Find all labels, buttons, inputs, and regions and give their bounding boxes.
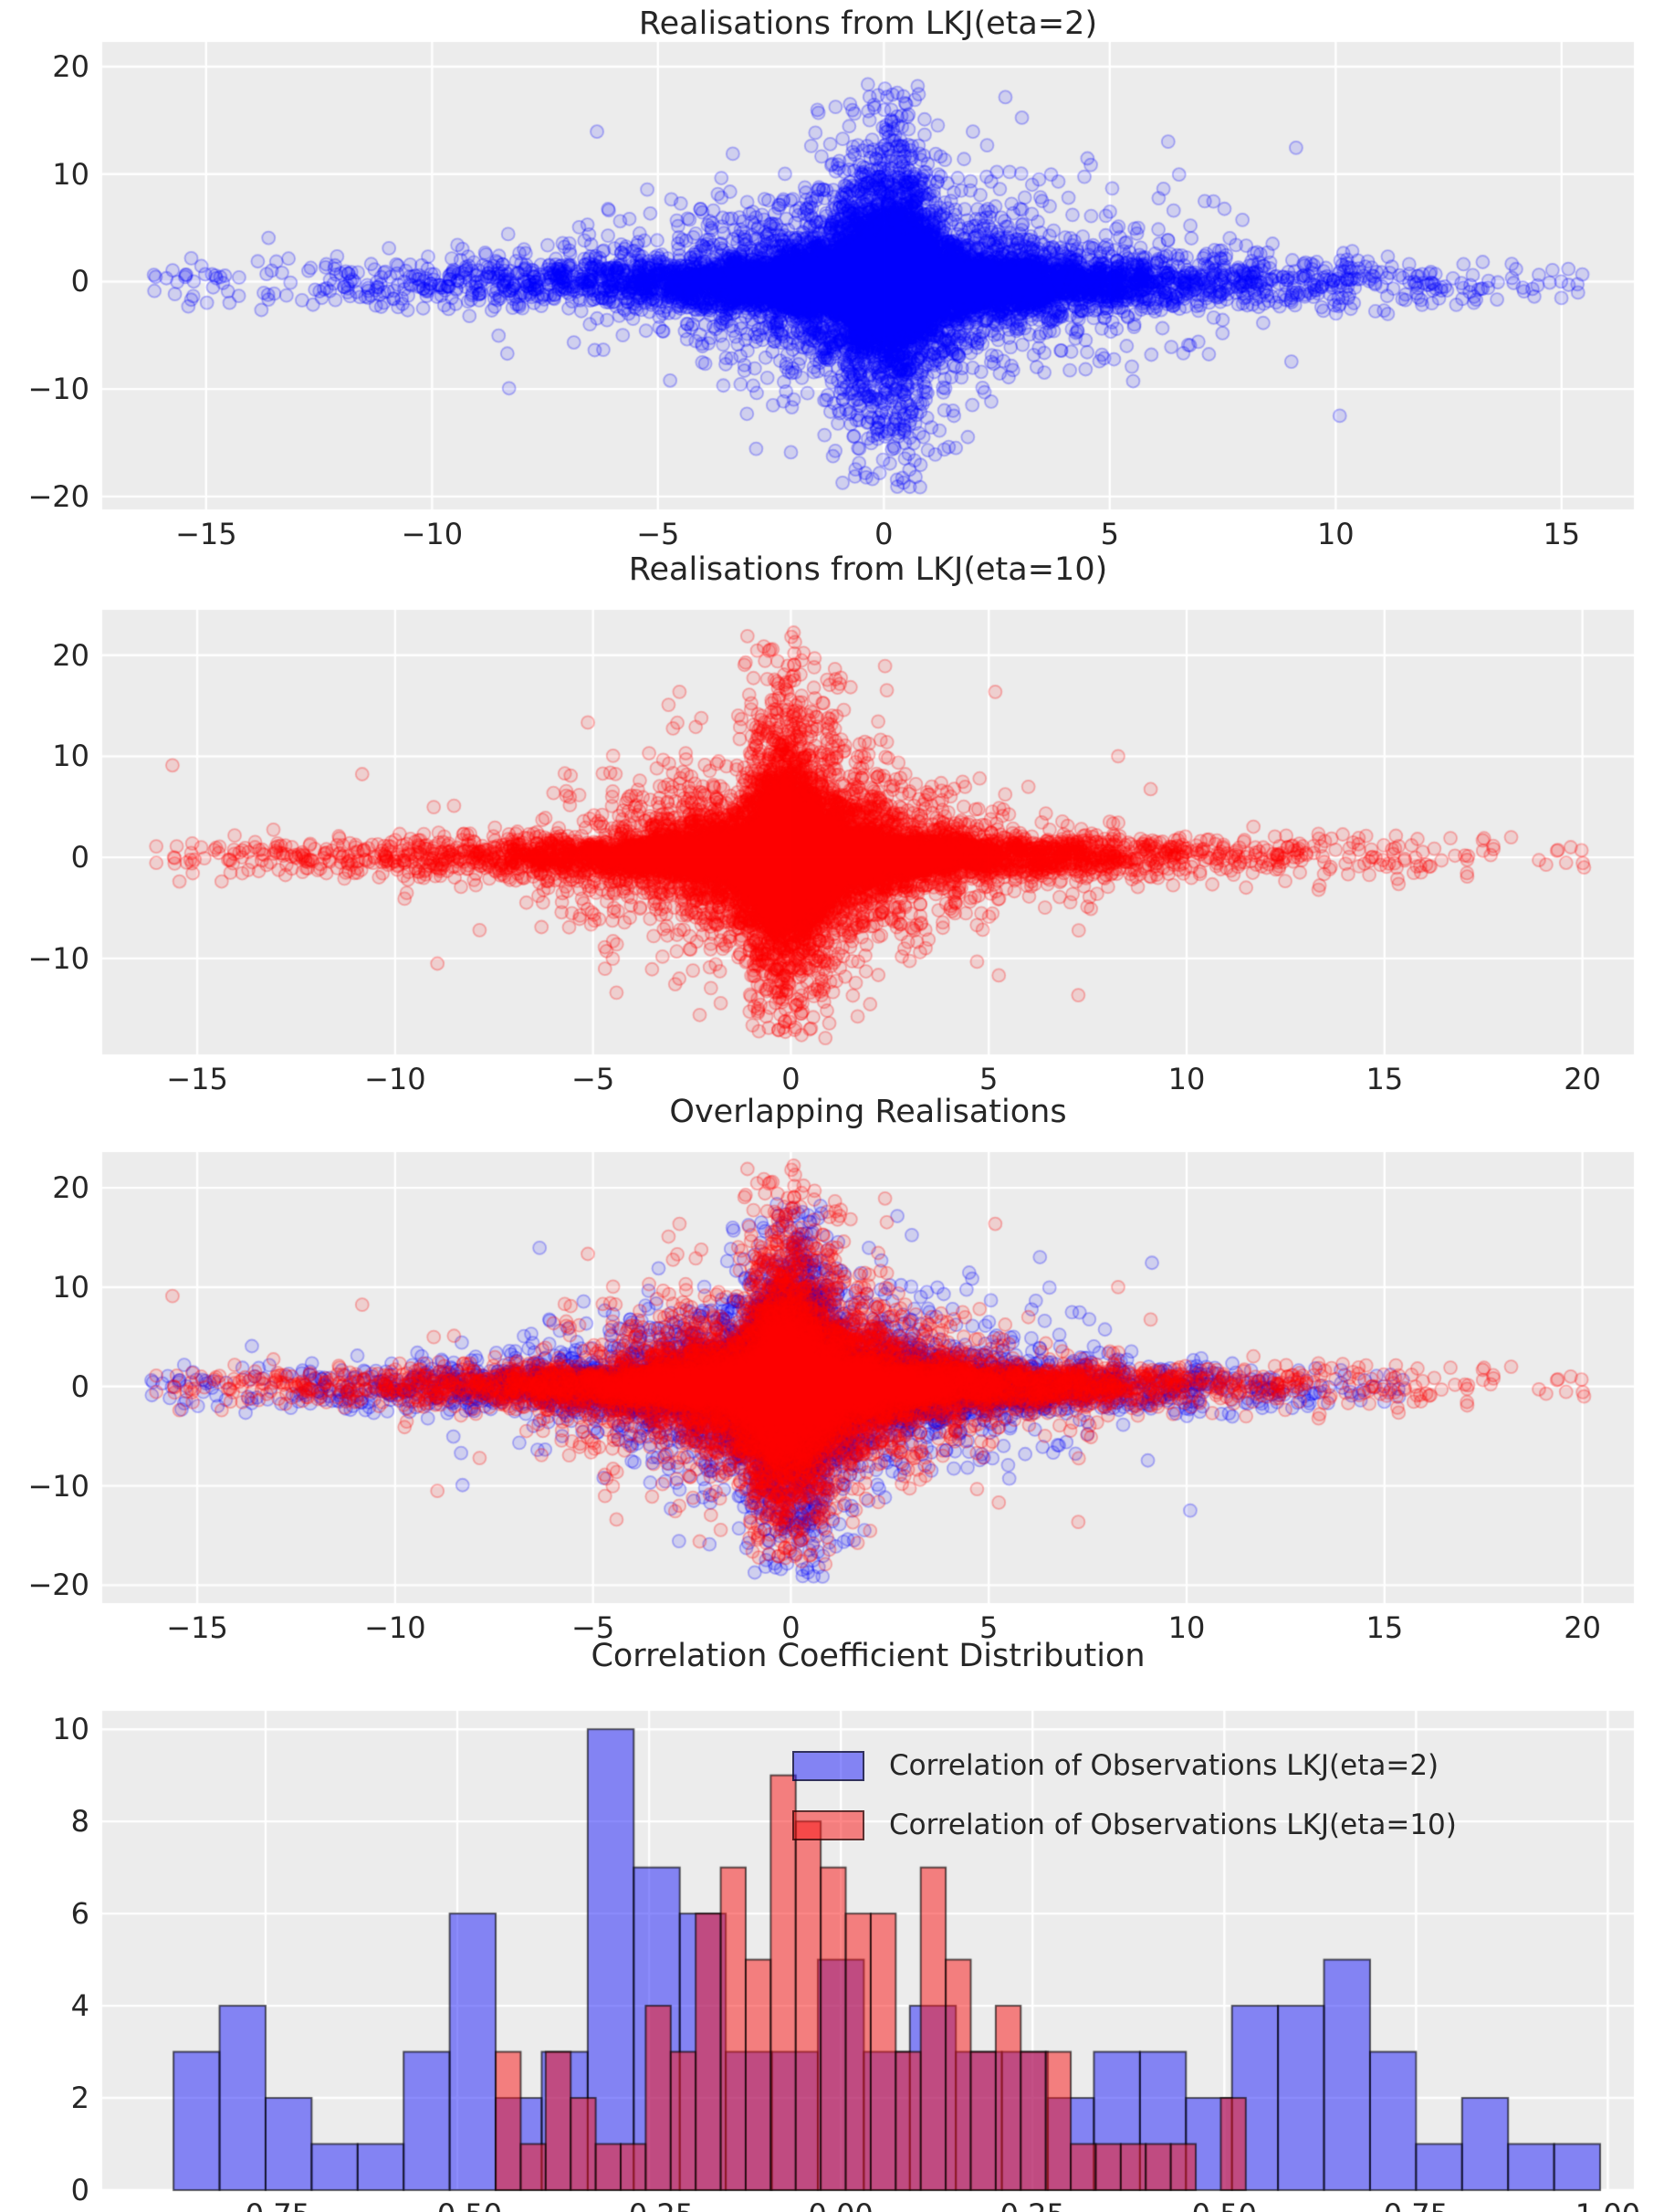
y-tick-label: 2	[70, 2081, 89, 2116]
x-tick-label: 20	[1564, 1062, 1601, 1096]
y-tick-label: 20	[52, 1170, 89, 1206]
y-tick-label: 10	[52, 156, 89, 192]
x-tick-label: 5	[979, 1062, 999, 1096]
x-tick-label: −15	[166, 1610, 228, 1645]
y-tick-label: 20	[52, 49, 89, 85]
y-tick-label: 0	[70, 264, 89, 299]
y-tick-label: 6	[70, 1896, 89, 1932]
y-tick-label: 10	[52, 1269, 89, 1305]
x-tick-label: 1.00	[1534, 2197, 1664, 2212]
x-tick-label: 15	[1366, 1062, 1404, 1096]
x-tick-label: −0.25	[576, 2197, 722, 2212]
x-tick-label: −10	[401, 517, 464, 551]
legend-row-eta10: Correlation of Observations LKJ(eta=10)	[792, 1808, 1457, 1841]
y-tick-label: 10	[52, 1712, 89, 1747]
x-tick-label: 15	[1366, 1610, 1404, 1645]
y-tick-label: 0	[70, 840, 89, 875]
x-tick-label: −5	[571, 1062, 615, 1096]
x-tick-label: 0	[781, 1062, 801, 1096]
y-tick-label: 10	[52, 739, 89, 774]
y-tick-label: −20	[27, 478, 89, 514]
x-tick-label: −0.50	[384, 2197, 530, 2212]
legend-row-eta2: Correlation of Observations LKJ(eta=2)	[792, 1749, 1457, 1782]
x-tick-label: 10	[1316, 517, 1355, 551]
x-tick-label: 0.75	[1343, 2197, 1489, 2212]
y-tick-label: 8	[70, 1804, 89, 1840]
x-tick-label: −15	[166, 1062, 228, 1096]
x-tick-label: −10	[364, 1610, 426, 1645]
x-tick-label: 5	[979, 1610, 999, 1645]
x-tick-label: −5	[636, 517, 680, 551]
histogram-legend: Correlation of Observations LKJ(eta=2) C…	[792, 1749, 1457, 1868]
legend-label-eta2: Correlation of Observations LKJ(eta=2)	[889, 1749, 1439, 1782]
x-tick-label: 15	[1543, 517, 1581, 551]
legend-label-eta10: Correlation of Observations LKJ(eta=10)	[889, 1808, 1457, 1841]
x-tick-label: −0.75	[193, 2197, 339, 2212]
x-tick-label: 5	[1100, 517, 1119, 551]
y-tick-label: 20	[52, 637, 89, 673]
x-tick-label: 10	[1167, 1062, 1206, 1096]
x-tick-label: 0	[874, 517, 894, 551]
legend-swatch-eta2	[792, 1750, 864, 1781]
x-tick-label: 10	[1167, 1610, 1206, 1645]
x-tick-label: 0.00	[768, 2197, 914, 2212]
y-tick-label: 4	[70, 1988, 89, 2024]
x-tick-label: 20	[1564, 1610, 1601, 1645]
x-tick-label: 0	[781, 1610, 801, 1645]
y-tick-label: −20	[27, 1567, 89, 1603]
legend-swatch-eta10	[792, 1809, 864, 1840]
y-tick-label: −10	[27, 372, 89, 407]
y-tick-label: 0	[70, 2173, 89, 2207]
x-tick-label: −15	[175, 517, 237, 551]
x-tick-label: −10	[364, 1062, 426, 1096]
y-tick-label: 0	[70, 1368, 89, 1404]
y-tick-label: −10	[27, 1468, 89, 1504]
y-tick-label: −10	[27, 940, 89, 976]
x-tick-label: 0.25	[959, 2197, 1105, 2212]
x-tick-label: 0.50	[1151, 2197, 1297, 2212]
x-tick-label: −5	[571, 1610, 615, 1645]
